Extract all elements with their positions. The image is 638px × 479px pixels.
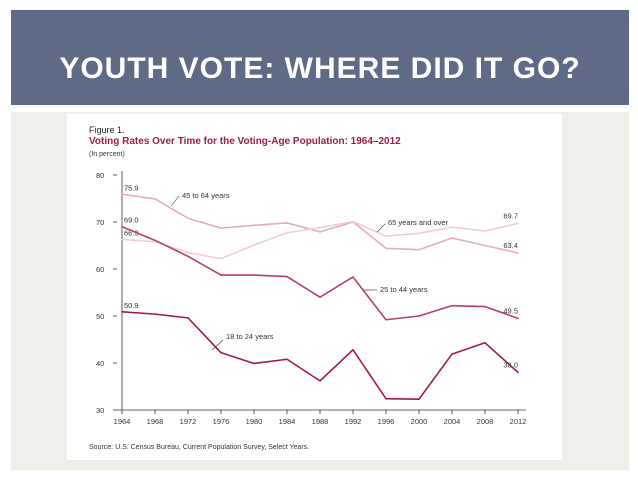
data-point <box>451 226 453 228</box>
start-value-label: 66.3 <box>124 228 139 237</box>
figure-panel: Figure 1. Voting Rates Over Time for the… <box>67 114 562 460</box>
figure-source: Source: U.S. Census Bureau, Current Popu… <box>89 444 310 451</box>
data-point <box>517 371 519 374</box>
y-tick-label: 70 <box>96 218 104 227</box>
data-point <box>451 304 453 307</box>
start-value-label: 50.9 <box>124 301 139 310</box>
slide-header: YOUTH VOTE: WHERE DID IT GO? <box>11 10 629 105</box>
data-point <box>253 274 255 276</box>
end-value-label: 63.4 <box>503 241 518 250</box>
data-point <box>319 296 321 298</box>
data-point <box>517 252 519 254</box>
series-line <box>121 193 519 254</box>
slide-title: YOUTH VOTE: WHERE DID IT GO? <box>59 52 581 85</box>
x-tick-label: 1984 <box>279 417 296 426</box>
data-point <box>154 198 156 200</box>
data-point <box>220 274 222 276</box>
data-point <box>187 317 189 319</box>
x-tick-label: 1968 <box>147 417 164 426</box>
series-label: 65 years and over <box>388 218 449 227</box>
data-point <box>517 317 519 320</box>
data-point <box>418 398 420 400</box>
data-point <box>385 235 387 237</box>
data-point <box>418 232 420 235</box>
data-point <box>286 222 288 224</box>
data-point <box>319 226 321 229</box>
data-point <box>484 341 486 344</box>
annotation-leader <box>376 223 386 233</box>
data-point <box>220 351 222 354</box>
start-value-label: 75.9 <box>124 183 139 192</box>
x-tick-label: 1964 <box>114 417 131 426</box>
data-point <box>484 244 486 247</box>
data-point <box>154 313 156 315</box>
data-point <box>121 310 123 313</box>
figure-title: Voting Rates Over Time for the Voting-Ag… <box>89 136 401 147</box>
figure-label: Figure 1. <box>89 125 125 135</box>
annotation-leader <box>170 195 180 207</box>
data-point <box>253 224 255 227</box>
data-point <box>385 318 387 321</box>
start-value-label: 69.0 <box>124 216 139 225</box>
data-point <box>121 225 123 228</box>
data-point <box>484 230 486 232</box>
data-point <box>352 276 354 278</box>
data-point <box>451 237 453 239</box>
figure-units: (In percent) <box>89 151 125 158</box>
data-point <box>517 222 519 225</box>
data-point <box>187 251 189 254</box>
data-point <box>121 238 123 241</box>
end-value-label: 38.0 <box>503 360 518 369</box>
data-point <box>319 380 321 382</box>
data-point <box>187 217 189 220</box>
y-tick-label: 30 <box>96 406 104 415</box>
x-tick-label: 2012 <box>510 417 527 426</box>
data-point <box>418 315 420 317</box>
data-point <box>253 362 255 365</box>
data-point <box>220 257 222 260</box>
x-tick-label: 1976 <box>213 417 230 426</box>
line-chart: 30 40 50 60 70 80 1964 1968 1972 1976 1980 1984 1988… <box>96 171 527 426</box>
series-line <box>121 310 519 400</box>
data-point <box>187 255 189 258</box>
series-label: 18 to 24 years <box>226 332 274 341</box>
data-point <box>352 220 354 223</box>
data-point <box>220 227 222 229</box>
data-point <box>451 353 453 355</box>
data-point <box>286 232 288 234</box>
x-tick-label: 1988 <box>312 417 329 426</box>
y-tick-label: 80 <box>96 171 104 180</box>
end-value-label: 69.7 <box>503 211 518 220</box>
x-tick-label: 2004 <box>444 417 461 426</box>
x-tick-label: 1992 <box>345 417 362 426</box>
y-tick-label: 50 <box>96 312 104 321</box>
data-point <box>385 247 387 250</box>
x-tick-label: 1996 <box>378 417 395 426</box>
data-point <box>352 349 354 351</box>
x-tick-label: 1972 <box>180 417 197 426</box>
end-value-label: 49.5 <box>503 306 518 315</box>
x-tick-label: 1980 <box>246 417 263 426</box>
annotation-leader <box>211 339 224 351</box>
data-point <box>319 231 321 233</box>
series-label: 45 to 64 years <box>182 191 230 200</box>
x-tick-label: 2000 <box>411 417 428 426</box>
y-tick-label: 60 <box>96 265 104 274</box>
data-point <box>484 305 486 308</box>
x-tick-label: 2008 <box>477 417 494 426</box>
data-point <box>154 239 156 242</box>
data-point <box>418 248 420 251</box>
data-point <box>286 358 288 361</box>
data-point <box>121 193 123 196</box>
y-tick-label: 40 <box>96 359 104 368</box>
data-point <box>286 275 288 278</box>
data-point <box>385 397 387 400</box>
series-line <box>121 225 519 321</box>
data-point <box>253 244 255 246</box>
series-label: 25 to 44 years <box>380 285 428 294</box>
